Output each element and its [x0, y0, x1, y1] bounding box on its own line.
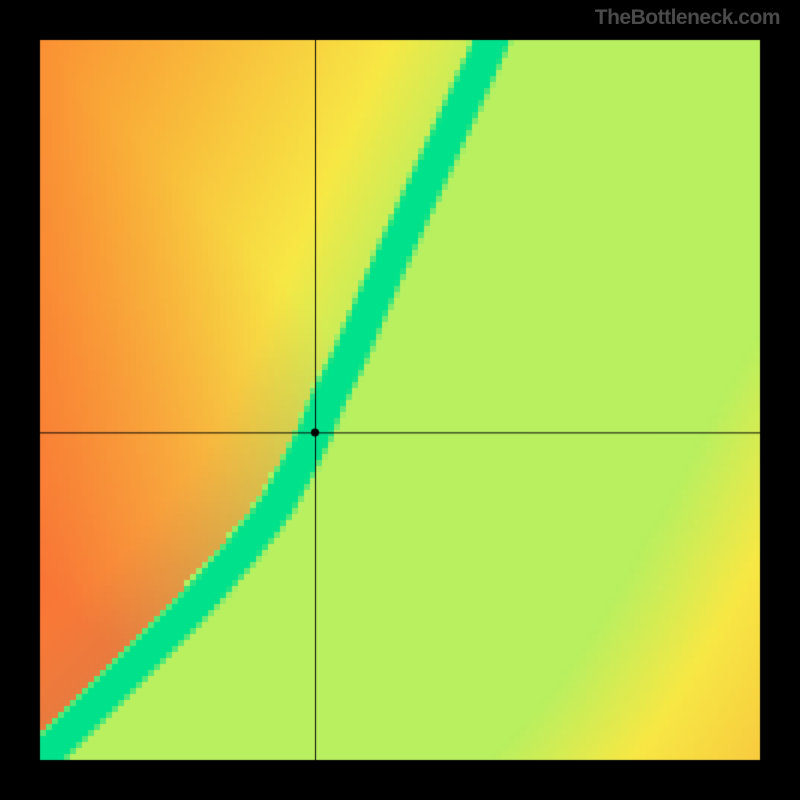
bottleneck-heatmap	[0, 0, 800, 800]
chart-container: TheBottleneck.com	[0, 0, 800, 800]
watermark-text: TheBottleneck.com	[595, 6, 780, 30]
